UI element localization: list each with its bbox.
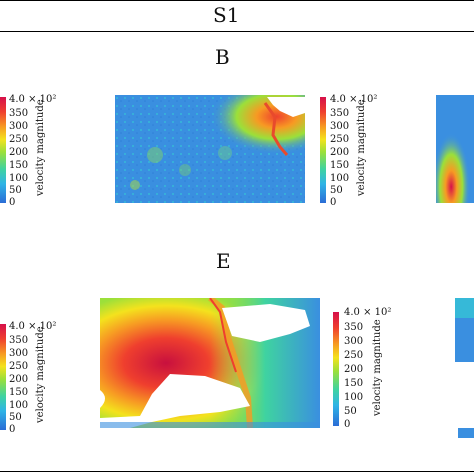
- colorbar-tick: 250: [9, 361, 29, 372]
- colorbar-title: velocity magnitude: [35, 99, 46, 196]
- colorbar-tick: 250: [9, 134, 29, 145]
- panel-label-b: B: [215, 45, 230, 69]
- panel-c-velocity-field-partial: [436, 95, 474, 203]
- colorbar-tick: 4.0 × 10²: [9, 321, 57, 332]
- colorbar-tick: 100: [9, 400, 29, 411]
- panel-e-velocity-field: [100, 298, 320, 428]
- colorbar-gradient: [0, 324, 6, 430]
- colorbar-gradient: [0, 97, 6, 203]
- colorbar-tick: 350: [330, 108, 350, 119]
- colorbar-tick: 50: [9, 185, 22, 196]
- colorbar-tick: 300: [9, 121, 29, 132]
- colorbar-tick: 0: [344, 419, 351, 430]
- figure-title: S1: [213, 3, 240, 27]
- colorbar-tick: 350: [9, 335, 29, 346]
- colorbar-tick: 250: [344, 350, 364, 361]
- colorbar-tick: 150: [9, 387, 29, 398]
- colorbar-tick: 200: [330, 147, 350, 158]
- colorbar-tick: 4.0 × 10²: [344, 307, 392, 318]
- colorbar-tick: 100: [9, 173, 29, 184]
- colorbar-tick: 350: [9, 108, 29, 119]
- colorbar-tick: 350: [344, 322, 364, 333]
- colorbar-title: velocity magnitude: [372, 319, 383, 416]
- colorbar-tick: 300: [344, 336, 364, 347]
- colorbar-gradient: [320, 97, 326, 203]
- colorbar-tick: 50: [330, 185, 343, 196]
- top-rule: [0, 0, 474, 1]
- colorbar-tick: 4.0 × 10²: [9, 94, 57, 105]
- colorbar-tick: 0: [9, 424, 16, 435]
- colorbar-tick: 150: [9, 160, 29, 171]
- panel-f-velocity-field-partial-bottom: [458, 428, 474, 438]
- colorbar-tick: 50: [344, 406, 357, 417]
- colorbar-tick: 0: [330, 197, 337, 208]
- colorbar-tick: 4.0 × 10²: [330, 94, 378, 105]
- colorbar-tick: 150: [330, 160, 350, 171]
- colorbar-tick: 150: [344, 378, 364, 389]
- colorbar-tick: 300: [330, 121, 350, 132]
- panel-label-e: E: [216, 249, 231, 273]
- title-rule: [0, 31, 474, 32]
- colorbar-title: velocity magnitude: [35, 326, 46, 423]
- colorbar-tick: 100: [344, 392, 364, 403]
- colorbar-tick: 200: [9, 374, 29, 385]
- colorbar-tick: 100: [330, 173, 350, 184]
- colorbar-tick: 0: [9, 197, 16, 208]
- panel-f-velocity-field-partial: [455, 298, 474, 362]
- colorbar-title: velocity magnitude: [356, 99, 367, 196]
- colorbar-tick: 200: [9, 147, 29, 158]
- bottom-rule: [0, 471, 474, 472]
- colorbar-tick: 300: [9, 348, 29, 359]
- colorbar-tick: 50: [9, 412, 22, 423]
- colorbar-tick: 250: [330, 134, 350, 145]
- panel-b-velocity-field: [115, 95, 305, 203]
- colorbar-tick: 200: [344, 364, 364, 375]
- colorbar-gradient: [333, 312, 339, 426]
